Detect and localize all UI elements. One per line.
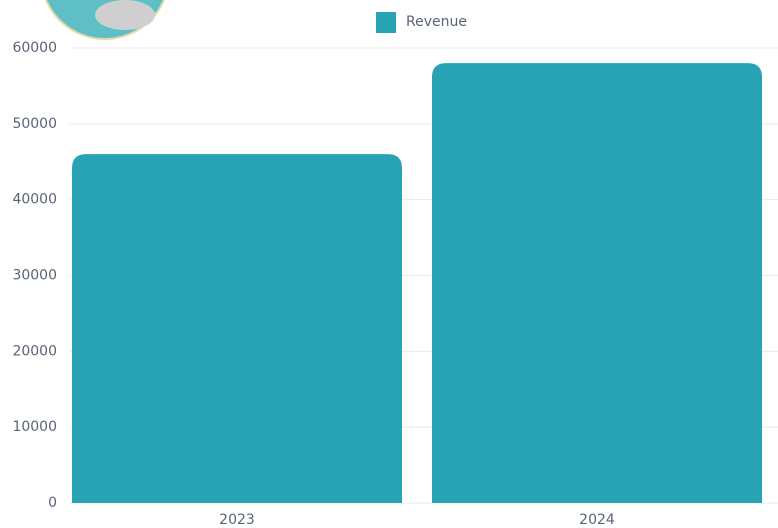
y-tick-label: 30000 bbox=[12, 268, 57, 284]
globe-decoration bbox=[45, 0, 165, 40]
y-tick-label: 20000 bbox=[12, 343, 57, 359]
y-tick-label: 60000 bbox=[12, 40, 57, 56]
x-tick-label: 2023 bbox=[219, 512, 255, 528]
legend-swatch bbox=[376, 12, 396, 33]
y-tick-label: 40000 bbox=[12, 192, 57, 208]
y-tick-label: 50000 bbox=[12, 116, 57, 132]
bar bbox=[72, 154, 402, 503]
y-tick-label: 10000 bbox=[12, 419, 57, 435]
bar bbox=[432, 63, 762, 504]
y-tick-label: 0 bbox=[48, 495, 57, 511]
x-tick-label: 2024 bbox=[579, 512, 615, 528]
legend-label: Revenue bbox=[406, 14, 467, 30]
